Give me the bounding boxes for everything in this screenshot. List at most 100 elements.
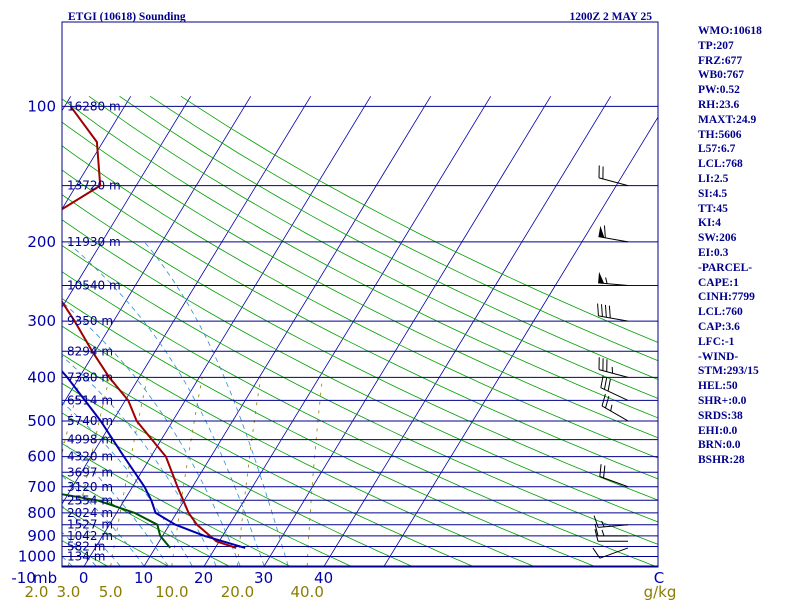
height-label: 2554 m xyxy=(67,493,113,507)
temp-tick-label: 20 xyxy=(194,569,213,587)
wind-barb xyxy=(597,303,629,322)
dry-adiabat xyxy=(62,325,536,567)
wind-barbs xyxy=(592,165,629,559)
dry-adiabat xyxy=(119,95,658,380)
isotherm-line xyxy=(62,96,252,407)
dry-adiabat xyxy=(62,382,414,567)
index-item: BSHR:28 xyxy=(698,454,745,467)
index-item: SI:4.5 xyxy=(698,187,728,200)
height-label: 10540 m xyxy=(67,278,121,292)
index-item: WB0:767 xyxy=(698,69,744,82)
pressure-tick-label: 700 xyxy=(27,478,56,496)
dry-adiabat xyxy=(62,245,658,545)
wind-barb xyxy=(598,357,629,378)
index-item: -PARCEL- xyxy=(698,261,753,274)
dry-adiabat xyxy=(62,98,658,419)
height-label: 134 m xyxy=(67,550,105,564)
dry-adiabat xyxy=(62,474,231,567)
temperature-profile xyxy=(62,105,237,549)
index-item: SW:206 xyxy=(698,232,737,245)
height-label: 1527 m xyxy=(67,518,113,532)
isobars xyxy=(62,105,658,567)
wind-barb xyxy=(599,464,629,488)
mixing-ratio-line xyxy=(68,377,110,567)
index-item: TH:5606 xyxy=(698,128,742,141)
index-item: SRDS:38 xyxy=(698,409,743,422)
wind-barb xyxy=(598,165,629,187)
parcel-profile xyxy=(62,369,246,549)
wind-barb xyxy=(594,523,628,537)
dry-adiabat xyxy=(149,95,658,362)
chart-time: 1200Z 2 MAY 25 xyxy=(569,11,652,23)
dry-adiabat xyxy=(62,194,658,501)
chart-title: ETGI (10618) Sounding xyxy=(68,11,186,23)
height-label: 8294 m xyxy=(67,344,113,358)
dry-adiabat xyxy=(62,298,597,567)
pressure-tick-label: 600 xyxy=(27,448,56,466)
height-label: 9350 m xyxy=(67,314,113,328)
dewpoint-profile xyxy=(62,493,171,549)
dry-adiabat xyxy=(62,121,658,439)
index-item: MAXT:24.9 xyxy=(698,113,757,126)
index-item: LCL:760 xyxy=(698,306,743,319)
index-item: TT:45 xyxy=(698,202,728,215)
moist-adiabat xyxy=(62,440,169,567)
index-item: CINH:7799 xyxy=(698,291,755,304)
mixing-ratio-unit: g/kg xyxy=(644,583,677,600)
mixing-ratio-tick-label: 5.0 xyxy=(99,583,123,600)
index-item: SHR+:0.0 xyxy=(698,394,747,407)
dry-adiabat xyxy=(62,412,353,567)
isotherm-line xyxy=(323,96,612,567)
index-item: TP:207 xyxy=(698,39,734,52)
pressure-tick-label: 400 xyxy=(27,368,56,386)
temp-tick-label: 10 xyxy=(134,569,153,587)
height-label: 3120 m xyxy=(67,480,113,494)
isotherm-line xyxy=(203,96,492,567)
mixing-ratio-tick-label: 3.0 xyxy=(56,583,80,600)
height-label: 7380 m xyxy=(67,370,113,384)
isotherm-line xyxy=(62,96,312,505)
mixing-ratio-tick-label: 20.0 xyxy=(221,583,254,600)
pressure-tick-label: 1000 xyxy=(18,548,56,566)
index-item: CAP:3.6 xyxy=(698,320,740,333)
index-item: CAPE:1 xyxy=(698,276,739,289)
temp-tick-label: 0 xyxy=(79,569,89,587)
mixing-ratio-line xyxy=(62,377,81,456)
index-item: LFC:-1 xyxy=(698,335,735,348)
index-item: WMO:10618 xyxy=(698,25,762,37)
temp-tick-label: 30 xyxy=(254,569,273,587)
pressure-tick-label: 900 xyxy=(27,527,56,545)
plot-frame xyxy=(61,21,659,568)
dry-adiabat xyxy=(62,271,658,567)
mixing-ratio-tick-label: 10.0 xyxy=(155,583,188,600)
index-item: STM:293/15 xyxy=(698,365,759,378)
moist-adiabat xyxy=(62,531,97,567)
wind-barb xyxy=(594,529,628,542)
temp-tick-label: -10 xyxy=(11,569,36,587)
height-label: 13720 m xyxy=(67,179,121,193)
temp-tick-label: 40 xyxy=(314,569,333,587)
index-item: RH:23.6 xyxy=(698,98,740,111)
dry-adiabat xyxy=(88,95,658,399)
height-label: 2024 m xyxy=(67,506,113,520)
index-item: HEL:50 xyxy=(698,380,738,393)
height-label: 6514 m xyxy=(67,393,113,407)
height-label: 5740 m xyxy=(67,414,113,428)
dry-adiabat xyxy=(62,506,170,567)
dry-adiabat xyxy=(62,219,658,523)
pressure-tick-label: 100 xyxy=(27,97,56,115)
wind-barb xyxy=(598,271,629,286)
index-item: EHI:0.0 xyxy=(698,424,738,437)
mixing-ratio-line xyxy=(171,377,203,567)
mixing-ratio-tick-label: 40.0 xyxy=(290,583,323,600)
index-item: PW:0.52 xyxy=(698,84,740,97)
moist-adiabat xyxy=(66,241,265,567)
height-label: 4320 m xyxy=(67,450,113,464)
index-item: L57:6.7 xyxy=(698,143,736,156)
grid-lines xyxy=(62,95,658,567)
indices-panel: WMO:10618 TP:207 FRZ:677 WB0:767 PW:0.52 RH:2… xyxy=(698,24,762,468)
pressure-tick-label: 300 xyxy=(27,312,56,330)
temp-axis-unit: mb xyxy=(33,569,57,587)
index-item: BRN:0.0 xyxy=(698,439,741,452)
